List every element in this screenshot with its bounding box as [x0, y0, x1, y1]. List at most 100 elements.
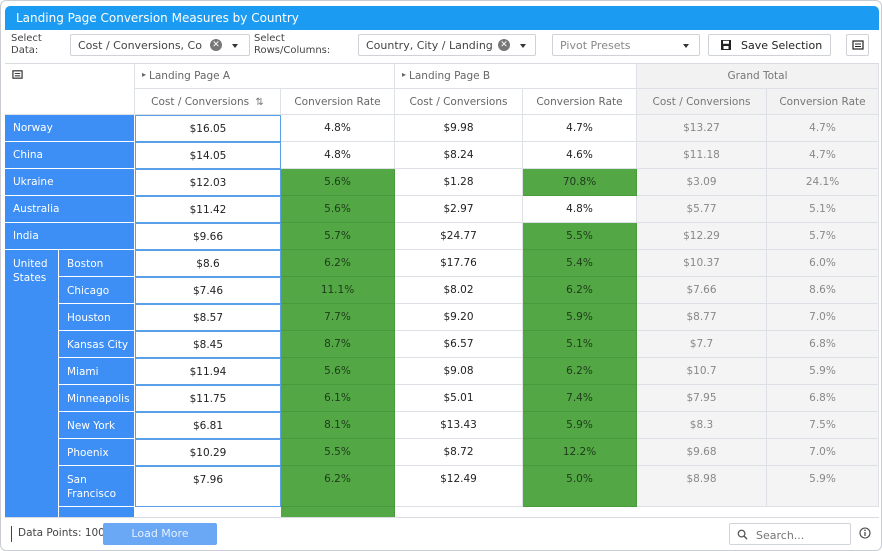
- row-header-country[interactable]: China: [5, 142, 135, 169]
- value-cell[interactable]: 4.7%: [767, 142, 879, 169]
- value-cell[interactable]: 5.4%: [523, 250, 637, 277]
- search-input[interactable]: [754, 526, 850, 544]
- value-cell[interactable]: $24.77: [395, 223, 523, 250]
- value-cell[interactable]: 6.8%: [767, 385, 879, 412]
- value-cell[interactable]: $7.66: [637, 277, 767, 304]
- value-cell[interactable]: $12.03: [135, 169, 281, 196]
- value-cell[interactable]: 4.7%: [523, 115, 637, 142]
- export-button[interactable]: [846, 34, 869, 56]
- value-cell[interactable]: $10.7: [637, 358, 767, 385]
- value-cell[interactable]: $13.43: [395, 412, 523, 439]
- value-cell[interactable]: $14.05: [135, 142, 281, 169]
- value-cell[interactable]: $12.29: [637, 223, 767, 250]
- value-cell[interactable]: $9.98: [395, 115, 523, 142]
- value-cell[interactable]: 70.8%: [523, 169, 637, 196]
- value-cell[interactable]: 5.1%: [767, 196, 879, 223]
- value-cell[interactable]: $11.75: [135, 385, 281, 412]
- value-cell[interactable]: 6.2%: [281, 466, 395, 507]
- row-header-city[interactable]: Minneapolis: [59, 385, 135, 412]
- value-cell[interactable]: 5.6%: [281, 169, 395, 196]
- value-cell[interactable]: $6.81: [135, 412, 281, 439]
- row-header-country[interactable]: Norway: [5, 115, 135, 142]
- value-cell[interactable]: 6.2%: [281, 250, 395, 277]
- save-selection-button[interactable]: Save Selection: [708, 34, 831, 56]
- value-cell[interactable]: 4.6%: [523, 142, 637, 169]
- value-cell[interactable]: 7.0%: [767, 304, 879, 331]
- value-cell[interactable]: 7.7%: [281, 304, 395, 331]
- value-cell[interactable]: $9.66: [135, 223, 281, 250]
- value-cell[interactable]: 24.1%: [767, 169, 879, 196]
- value-cell[interactable]: $12.49: [395, 466, 523, 507]
- value-cell[interactable]: 4.8%: [281, 115, 395, 142]
- value-cell[interactable]: 5.9%: [767, 466, 879, 507]
- value-cell[interactable]: 8.6%: [767, 277, 879, 304]
- select-rows-dropdown[interactable]: Country, City / Landing... ✕: [358, 34, 536, 56]
- value-cell[interactable]: $8.3: [637, 412, 767, 439]
- row-header-city[interactable]: Kansas City: [59, 331, 135, 358]
- select-data-dropdown[interactable]: Cost / Conversions, Co... ✕: [70, 34, 250, 56]
- value-cell[interactable]: $11.18: [637, 142, 767, 169]
- value-cell[interactable]: 7.5%: [767, 412, 879, 439]
- value-cell[interactable]: 8.1%: [281, 412, 395, 439]
- row-header-city[interactable]: Phoenix: [59, 439, 135, 466]
- value-cell[interactable]: $8.6: [135, 250, 281, 277]
- value-cell[interactable]: $3.09: [637, 169, 767, 196]
- value-cell[interactable]: $8.02: [395, 277, 523, 304]
- value-cell[interactable]: $11.94: [135, 358, 281, 385]
- grid-settings-icon[interactable]: [12, 69, 23, 80]
- value-cell[interactable]: $7.95: [637, 385, 767, 412]
- value-cell[interactable]: 5.6%: [281, 196, 395, 223]
- column-header-a-rate[interactable]: Conversion Rate: [281, 89, 395, 115]
- column-header-a-cost[interactable]: Cost / Conversions ⇅: [135, 89, 281, 115]
- column-header-b-cost[interactable]: Cost / Conversions: [395, 89, 523, 115]
- sort-icon[interactable]: ⇅: [255, 97, 264, 108]
- value-cell[interactable]: 5.5%: [281, 439, 395, 466]
- row-header-city[interactable]: San Francisco: [59, 466, 135, 507]
- value-cell[interactable]: 7.4%: [523, 385, 637, 412]
- value-cell[interactable]: 7.0%: [767, 439, 879, 466]
- value-cell[interactable]: $7.46: [135, 277, 281, 304]
- value-cell[interactable]: $7.96: [135, 466, 281, 507]
- value-cell[interactable]: $9.20: [395, 304, 523, 331]
- value-cell[interactable]: 4.8%: [523, 196, 637, 223]
- value-cell[interactable]: $17.76: [395, 250, 523, 277]
- value-cell[interactable]: $8.45: [135, 331, 281, 358]
- row-header-city[interactable]: Chicago: [59, 277, 135, 304]
- column-group-landing-page-a[interactable]: ▸ Landing Page A: [135, 64, 395, 89]
- pivot-presets-dropdown[interactable]: Pivot Presets: [552, 34, 700, 56]
- value-cell[interactable]: $13.27: [637, 115, 767, 142]
- value-cell[interactable]: 6.2%: [523, 277, 637, 304]
- value-cell[interactable]: 5.9%: [767, 358, 879, 385]
- value-cell[interactable]: 5.6%: [281, 358, 395, 385]
- value-cell[interactable]: $2.97: [395, 196, 523, 223]
- row-header-city[interactable]: New York: [59, 412, 135, 439]
- info-icon[interactable]: [859, 527, 871, 539]
- column-group-landing-page-b[interactable]: ▸ Landing Page B: [395, 64, 637, 89]
- value-cell[interactable]: 4.8%: [281, 142, 395, 169]
- row-header-country[interactable]: United States: [5, 250, 59, 518]
- value-cell[interactable]: 5.9%: [523, 304, 637, 331]
- column-header-gt-rate[interactable]: Conversion Rate: [767, 89, 879, 115]
- load-more-button[interactable]: Load More: [103, 523, 217, 545]
- value-cell[interactable]: $10.29: [135, 439, 281, 466]
- value-cell[interactable]: 5.7%: [281, 223, 395, 250]
- value-cell[interactable]: $9.68: [637, 439, 767, 466]
- value-cell[interactable]: $1.28: [395, 169, 523, 196]
- value-cell[interactable]: 6.2%: [523, 358, 637, 385]
- value-cell[interactable]: 5.5%: [523, 223, 637, 250]
- column-header-gt-cost[interactable]: Cost / Conversions: [637, 89, 767, 115]
- value-cell[interactable]: $8.77: [637, 304, 767, 331]
- value-cell[interactable]: 8.7%: [281, 331, 395, 358]
- value-cell[interactable]: $8.72: [395, 439, 523, 466]
- value-cell[interactable]: 6.0%: [767, 250, 879, 277]
- value-cell[interactable]: $6.57: [395, 331, 523, 358]
- search-box[interactable]: [729, 523, 851, 545]
- value-cell[interactable]: $11.42: [135, 196, 281, 223]
- row-header-country[interactable]: Australia: [5, 196, 135, 223]
- value-cell[interactable]: 4.7%: [767, 115, 879, 142]
- value-cell[interactable]: 5.1%: [523, 331, 637, 358]
- row-header-city[interactable]: Houston: [59, 304, 135, 331]
- clear-data-icon[interactable]: ✕: [210, 39, 222, 51]
- value-cell[interactable]: $5.77: [637, 196, 767, 223]
- column-header-b-rate[interactable]: Conversion Rate: [523, 89, 637, 115]
